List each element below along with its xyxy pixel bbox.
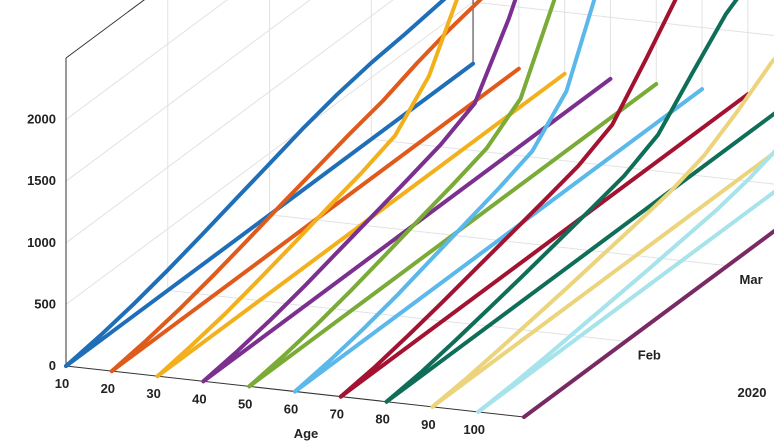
x-tick-label: 10 [55,376,69,391]
series-line-age-60 [293,0,597,394]
series-line-age-30 [155,0,459,379]
series-baseline-70 [338,92,750,399]
series-baseline-100 [476,189,774,414]
z-tick-label: 1000 [27,235,56,250]
x-tick-label: 90 [421,417,435,432]
series-line-age-40 [201,0,518,384]
y-axis-year-label: 2020 [738,385,767,400]
z-tick-label: 500 [34,296,56,311]
series-baseline-80 [384,111,774,404]
y-tick-label: Mar [740,272,763,287]
series-line-age-50 [247,0,557,389]
series-line-age-100 [476,149,774,414]
y-tick-label: Feb [638,347,661,362]
x-tick-label: 30 [146,386,160,401]
series-line-age-90 [430,56,774,409]
series-line-age-10 [64,0,447,368]
z-tick-label: 0 [49,358,56,373]
x-axis-label: Age [294,426,319,441]
z-tick-label: 2000 [27,112,56,127]
x-tick-label: 80 [375,412,389,427]
z-tick-label: 1500 [27,173,56,188]
frame-top-left [65,0,145,59]
tick-labels: 0 500 1000 1500 2000 10 20 30 40 50 60 70 80 90 100 Feb… [27,112,763,437]
x-tick-label: 100 [463,422,485,437]
series-line-age-20 [109,0,483,374]
x-tick-label: 70 [330,407,344,422]
x-tick-label: 40 [192,391,206,406]
series-line-age-70 [338,0,678,399]
series-baseline-edge [522,228,774,419]
x-tick-label: 60 [284,402,298,417]
series-line-age-80 [384,0,739,404]
gridline-z-side [65,0,228,121]
x-tick-label: 20 [101,381,115,396]
x-tick-label: 50 [238,396,252,411]
series-baseline-60 [293,87,705,394]
series-lines [64,0,774,419]
